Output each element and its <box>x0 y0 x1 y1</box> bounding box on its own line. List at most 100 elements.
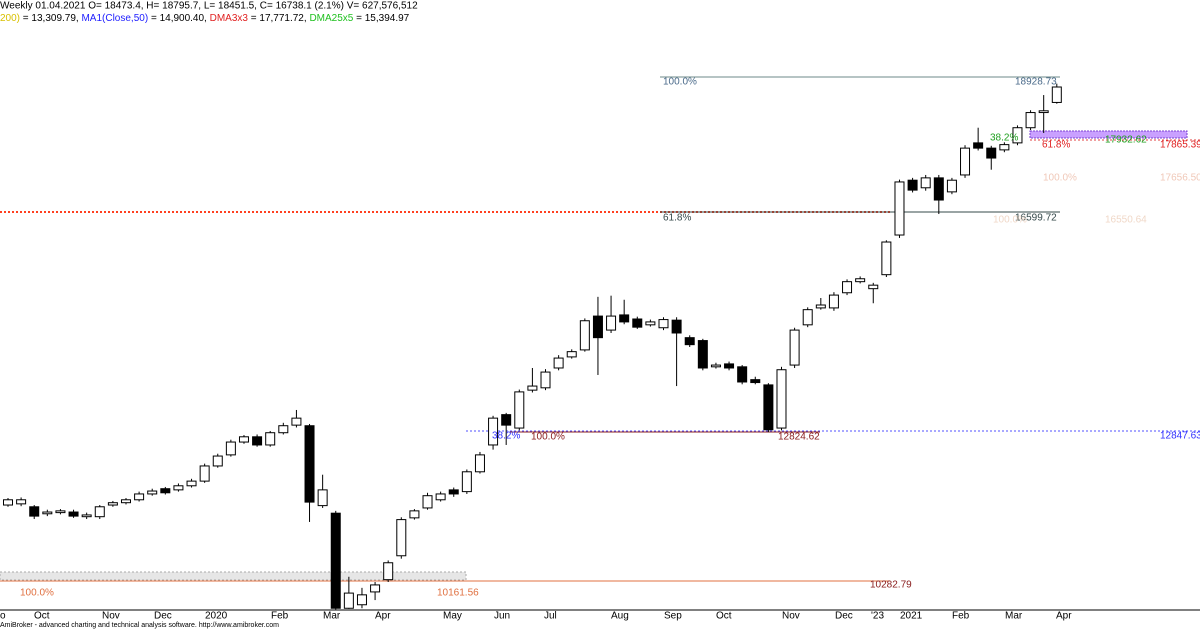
candle-body <box>461 471 472 493</box>
fib-label: 100.0% <box>1043 173 1077 184</box>
candle-body <box>828 294 839 309</box>
candle-body <box>710 364 721 368</box>
candle-body <box>265 432 276 446</box>
candle-body <box>645 321 656 326</box>
candle-body <box>1038 110 1049 114</box>
candle-body <box>894 181 905 236</box>
fib-label: 17865.39 <box>1160 140 1200 151</box>
candle-body <box>658 319 669 329</box>
candle-body <box>3 499 13 506</box>
x-tick-label: 2021 <box>900 611 923 622</box>
fib-label: 38.2% <box>990 133 1018 144</box>
x-tick-label: 2020 <box>205 611 228 622</box>
candle-body <box>356 594 367 606</box>
candle-body <box>291 417 302 426</box>
x-tick-label: Apr <box>1056 611 1072 622</box>
candle-body <box>632 318 643 328</box>
candle-body <box>592 315 603 339</box>
candle-body <box>134 493 145 501</box>
footer: AmiBroker - advanced charting and techni… <box>0 622 279 629</box>
legend-part: MA1(Close,50) <box>81 13 148 24</box>
legend-part: DMA3x3 <box>210 13 249 24</box>
legend-part: 200) <box>0 13 23 24</box>
candle-body <box>553 357 564 369</box>
candle-body <box>120 499 131 504</box>
fib-label: 100.0% <box>20 588 54 599</box>
x-tick-label: Jul <box>544 611 557 622</box>
x-tick-label: Jun <box>494 611 510 622</box>
legend-part: = 15,394.97 <box>353 13 409 24</box>
fib-label: 16550.64 <box>1105 215 1147 226</box>
candle-body <box>815 304 826 309</box>
candle-body <box>933 177 944 201</box>
candle-body <box>422 495 433 509</box>
fib-label: 100.0% <box>531 432 565 443</box>
candle-body <box>160 488 171 494</box>
x-tick-label: Feb <box>271 611 289 622</box>
candle-body <box>855 278 866 283</box>
candle-body <box>606 315 617 331</box>
candle-body <box>750 379 761 384</box>
candle-body <box>42 511 53 515</box>
candle-body <box>68 511 79 517</box>
fib-label: 17656.50 <box>1160 173 1200 184</box>
x-tick-label: Aug <box>611 611 629 622</box>
candle-body <box>619 314 630 323</box>
x-tick-label: May <box>443 611 462 622</box>
candle-body <box>16 499 27 505</box>
candle-body <box>81 514 92 518</box>
candle-body <box>409 510 420 519</box>
fib-label: 61.8% <box>1042 140 1070 151</box>
candle-body <box>448 489 459 495</box>
fib-label: 10282.79 <box>870 580 912 591</box>
x-tick-label: o <box>0 611 6 622</box>
candle-body <box>566 351 577 358</box>
candle-body <box>789 329 800 366</box>
candle-body <box>763 384 774 431</box>
candle-body <box>173 485 184 491</box>
candle-body <box>960 147 971 176</box>
candle-body <box>776 369 787 429</box>
candle-body <box>999 144 1010 151</box>
candle-body <box>802 309 813 326</box>
fib-label: 61.8% <box>663 213 691 224</box>
candle-body <box>724 363 735 369</box>
candle-body <box>107 502 118 506</box>
fib-label: 10161.56 <box>437 588 479 599</box>
candle-body <box>986 147 997 159</box>
candle-body <box>212 455 223 467</box>
legend-part: = 14,900.40, <box>148 13 209 24</box>
candle-body <box>186 480 197 487</box>
fib-label: 38.2% <box>492 431 520 442</box>
candle-body <box>435 493 446 501</box>
zone-band <box>0 571 467 581</box>
candle-body <box>370 584 381 593</box>
candle-body <box>842 281 853 294</box>
candle-body <box>868 284 879 290</box>
candle-body <box>1012 127 1023 144</box>
candle-body <box>501 414 512 426</box>
candle-body <box>488 417 499 446</box>
candle-body <box>881 241 892 276</box>
candle-body <box>94 506 105 518</box>
candle-body <box>199 465 210 482</box>
legend-part: DMA25x5 <box>309 13 353 24</box>
x-tick-label: Nov <box>102 611 120 622</box>
fib-label: 17932.62 <box>1105 135 1147 146</box>
candle-body <box>514 391 525 429</box>
x-tick-label: Dec <box>154 611 172 622</box>
candle-body <box>671 319 682 334</box>
candle-body <box>946 179 957 193</box>
fib-label: 100.0% <box>993 215 1027 226</box>
candle-body <box>920 177 931 189</box>
candle-body <box>684 337 695 346</box>
header-line: Weekly 01.04.2021 O= 18473.4, H= 18795.7… <box>0 1 418 12</box>
candle-body <box>304 425 315 503</box>
candle-body <box>579 320 590 351</box>
candle-body <box>1051 86 1062 103</box>
fib-label: 12847.63 <box>1160 431 1200 442</box>
x-tick-label: Nov <box>782 611 800 622</box>
x-tick-label: Mar <box>1005 611 1023 622</box>
candle-body <box>540 371 551 389</box>
